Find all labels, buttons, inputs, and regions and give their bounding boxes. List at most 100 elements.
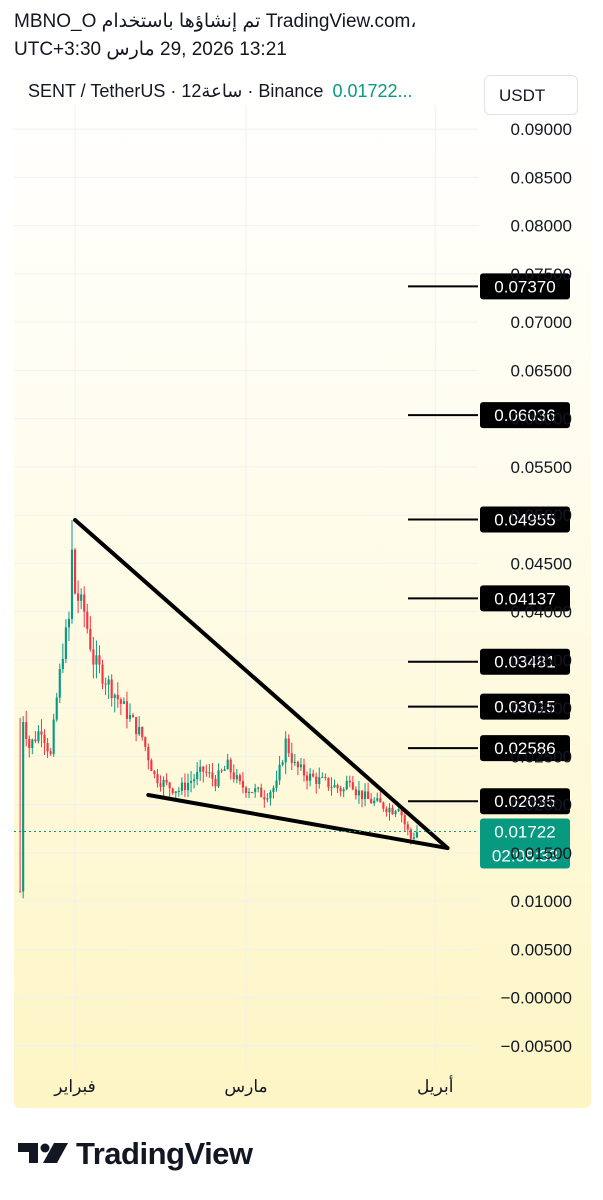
candle-body	[241, 781, 245, 788]
y-tick-label: −0.00000	[501, 989, 572, 1008]
level-badge	[480, 693, 570, 720]
candle-body	[22, 722, 25, 892]
candle-body	[89, 628, 92, 650]
trendline	[73, 517, 450, 851]
candle-body	[376, 798, 379, 801]
candle-body	[315, 776, 318, 784]
candle-body	[199, 766, 202, 772]
candle-body	[406, 824, 409, 830]
candle-body	[385, 808, 388, 813]
y-tick-label: 0.04500	[511, 554, 572, 573]
candle-body	[336, 785, 339, 789]
x-tick-label: مارس	[224, 1077, 267, 1097]
price-chart[interactable]: 0.07370 0.06036 0.04955 0.04137 0.03481 0.030…	[14, 65, 591, 1108]
level-label: 0.03481	[494, 653, 555, 672]
y-tick-label: 0.06500	[511, 361, 572, 380]
candle-body	[302, 764, 306, 776]
candle-body	[251, 792, 254, 794]
candle-body	[168, 782, 171, 789]
candle-body	[67, 618, 71, 628]
candle-body	[159, 783, 162, 787]
level-label: 0.02035	[494, 792, 555, 811]
currency-unit-button[interactable]: USDT	[484, 75, 578, 115]
candle-body	[128, 715, 132, 719]
y-tick-label: 0.04000	[511, 603, 572, 622]
candle-body	[257, 787, 260, 789]
candle-body	[363, 791, 367, 800]
candle-body	[309, 773, 312, 781]
candle-body	[174, 791, 177, 793]
candle-body	[86, 611, 89, 629]
candle-body	[83, 594, 86, 612]
candle-body	[223, 769, 226, 771]
candle-body	[299, 764, 303, 768]
countdown-label: 02:08:33	[492, 846, 558, 865]
symbol-legend[interactable]: SENT / TetherUS · 12ساعة · Binance 0.017…	[28, 81, 413, 102]
candle-layer	[19, 519, 419, 899]
trendline-layer	[73, 517, 450, 851]
candle-body	[180, 782, 183, 791]
candle-body	[409, 829, 412, 839]
candle-body	[64, 627, 67, 659]
candle-body	[247, 792, 251, 794]
candle-body	[318, 777, 321, 784]
candle-body	[28, 738, 31, 749]
level-badge	[480, 402, 570, 429]
candle-body	[293, 761, 296, 763]
candle-body	[122, 701, 125, 704]
y-tick-label: 0.09000	[511, 120, 572, 139]
candle-body	[388, 807, 391, 813]
candle-body	[321, 776, 324, 778]
chart-frame[interactable]: 0.07370 0.06036 0.04955 0.04137 0.03481 0.030…	[14, 65, 591, 1108]
y-tick-label: 0.06000	[511, 410, 572, 429]
candle-body	[397, 809, 400, 812]
candle-body	[312, 773, 315, 777]
level-label: 0.04955	[494, 510, 555, 529]
candle-body	[95, 655, 98, 665]
candle-body	[339, 788, 342, 792]
candle-body	[391, 807, 394, 815]
candle-body	[34, 739, 37, 742]
candle-body	[144, 737, 147, 747]
candle-body	[177, 790, 180, 792]
trendline	[146, 792, 450, 851]
level-badge	[480, 506, 570, 533]
candle-body	[278, 764, 281, 781]
symbol-info: SENT / TetherUS · 12ساعة · Binance	[28, 81, 324, 101]
candle-body	[77, 593, 80, 601]
candle-body	[61, 658, 64, 670]
candle-body	[150, 760, 153, 772]
candle-body	[260, 787, 263, 798]
candle-body	[238, 775, 241, 782]
candle-body	[382, 802, 385, 809]
candle-body	[55, 697, 58, 720]
level-label: 0.04137	[494, 589, 555, 608]
last-price-badge	[480, 818, 570, 869]
candle-body	[373, 800, 376, 804]
candle-body	[342, 789, 345, 792]
y-tick-label: 0.05000	[511, 506, 572, 525]
candle-body	[394, 811, 397, 815]
candle-body	[403, 815, 406, 825]
candle-body	[415, 832, 419, 838]
candle-body	[235, 775, 238, 780]
candle-body	[31, 739, 34, 749]
y-tick-label: 0.08000	[511, 217, 572, 236]
candle-body	[379, 798, 382, 803]
grid-layer	[14, 105, 478, 1070]
tradingview-logo-icon	[18, 1143, 68, 1163]
candle-body	[305, 775, 309, 781]
header-timestamp-line: 13:21 2026 ,29 مارس UTC+3:30	[14, 39, 287, 60]
y-tick-label: 0.03000	[511, 699, 572, 718]
candle-body	[52, 719, 55, 754]
candle-body	[217, 770, 220, 787]
y-tick-label: 0.08500	[511, 168, 572, 187]
candle-body	[244, 787, 248, 793]
level-badge	[480, 273, 570, 300]
level-badge	[480, 788, 570, 815]
candle-body	[113, 694, 116, 698]
candle-body	[189, 781, 193, 783]
candle-body	[272, 787, 275, 793]
level-badge	[480, 585, 570, 612]
candle-body	[156, 774, 159, 784]
